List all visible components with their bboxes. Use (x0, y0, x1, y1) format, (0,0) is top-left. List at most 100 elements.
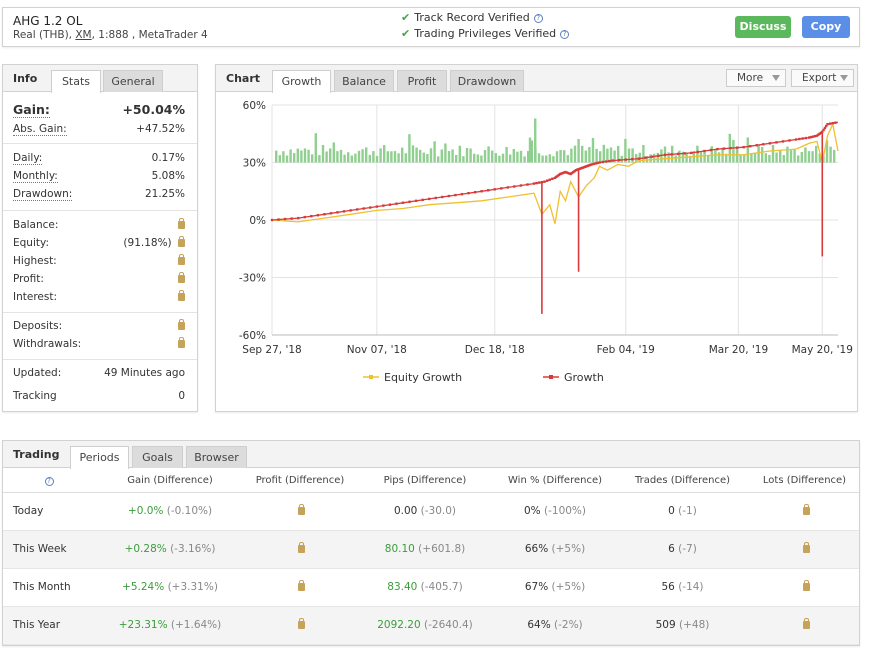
volume-bar (789, 150, 793, 163)
growth-point (559, 172, 562, 176)
growth-point (709, 148, 713, 152)
growth-point (513, 185, 516, 188)
divider (3, 143, 197, 144)
growth-point (690, 151, 693, 155)
volume-bar (689, 155, 692, 163)
growth-point (564, 170, 567, 174)
win-cell: 67% (+5%) (495, 568, 615, 607)
lock-icon (298, 580, 305, 591)
gain-value: +5.24% (122, 581, 165, 593)
volume-bar (332, 142, 335, 163)
tab-stats[interactable]: Stats (51, 70, 101, 93)
y-tick-label: 30% (243, 158, 266, 170)
gain-diff: (-3.16%) (170, 543, 216, 555)
chart-legend[interactable]: Equity Growth Growth (363, 371, 604, 384)
volume-bar (415, 147, 418, 163)
growth-point (735, 146, 739, 149)
growth-point (519, 184, 523, 187)
gain-cell: +0.0% (-0.10%) (95, 492, 245, 531)
deposits-row: Deposits: (13, 319, 185, 336)
x-tick-label: Dec 18, '18 (465, 344, 525, 356)
volume-bar (339, 149, 343, 163)
export-dropdown[interactable]: Export (791, 69, 854, 87)
volume-bar (703, 151, 706, 163)
volume-bar (530, 140, 533, 163)
tab-goals[interactable]: Goals (132, 446, 183, 468)
more-dropdown[interactable]: More (726, 69, 786, 87)
growth-point (548, 178, 551, 181)
growth-line (271, 121, 839, 221)
volume-bar (624, 138, 627, 163)
growth-point (573, 169, 576, 173)
help-icon[interactable]: ? (44, 476, 54, 486)
updated-value: 49 Minutes ago (104, 367, 185, 379)
updated-row: Updated: 49 Minutes ago (13, 367, 185, 383)
tab-drawdown[interactable]: Drawdown (450, 70, 524, 92)
help-icon[interactable]: ? (533, 14, 543, 23)
daily-label: Daily: (13, 152, 43, 165)
win-diff: (-100%) (544, 505, 586, 517)
volume-bar (411, 145, 415, 163)
tab-profit[interactable]: Profit (397, 70, 447, 92)
daily-row: Daily: 0.17% (13, 152, 185, 168)
growth-point (590, 163, 593, 166)
volume-bar (462, 156, 465, 163)
pips-diff: (-30.0) (420, 505, 457, 517)
volume-bar (797, 155, 800, 163)
pips-cell: 0.00 (-30.0) (355, 492, 495, 531)
volume-bar (325, 151, 328, 163)
volume-bar (347, 152, 350, 163)
tab-general[interactable]: General (103, 70, 163, 92)
info-panel: Info Stats General Gain: +50.04% Abs. Ga… (2, 64, 198, 412)
volume-bar (386, 151, 389, 163)
info-title: Info (13, 72, 38, 85)
growth-point (316, 214, 320, 217)
growth-point (807, 136, 811, 139)
help-icon[interactable]: ? (560, 30, 570, 39)
pips-diff: (-405.7) (420, 581, 463, 593)
growth-point (369, 206, 372, 209)
growth-point (500, 187, 503, 190)
growth-point (560, 172, 563, 175)
gain-value: +23.31% (118, 619, 168, 631)
legend-equity-marker (369, 375, 373, 379)
table-header-row: ? Gain (Difference) Profit (Difference) … (3, 469, 859, 493)
volume-bar (397, 153, 400, 163)
volume-bar (725, 153, 728, 163)
growth-point (716, 147, 719, 151)
tab-balance[interactable]: Balance (334, 70, 394, 92)
equity-row: Equity: (91.18%) (13, 236, 185, 253)
growth-point (809, 135, 813, 139)
chart-panel: Chart Growth Balance Profit Drawdown Mor… (215, 64, 858, 412)
growth-chart[interactable]: 60% 30% 0% -30% -60% Sep 27, '18 Nov 07, '18 D… (216, 93, 857, 411)
tab-growth[interactable]: Growth (272, 70, 331, 93)
volume-bar (577, 138, 580, 163)
gain-cell: +23.31% (+1.64%) (95, 606, 245, 645)
growth-point (572, 170, 575, 174)
growth-point (828, 122, 832, 125)
export-label: Export (802, 72, 837, 84)
volume-bar (437, 156, 440, 163)
volume-bar (811, 151, 814, 163)
discuss-button[interactable]: Discuss (735, 16, 791, 38)
growth-point (535, 181, 538, 185)
growth-point (589, 163, 592, 167)
volume-bar (602, 144, 605, 163)
chart-tabbar: Chart Growth Balance Profit Drawdown Mor… (216, 65, 857, 93)
volume-bar (527, 151, 530, 163)
volume-bar (354, 153, 357, 163)
growth-point (762, 143, 765, 146)
broker-link[interactable]: XM (75, 29, 92, 41)
copy-button[interactable]: Copy (802, 16, 850, 38)
volume-bar (365, 147, 368, 163)
tab-browser[interactable]: Browser (186, 446, 247, 468)
chevron-down-icon (840, 75, 848, 81)
gain-diff: (+3.31%) (167, 581, 218, 593)
growth-point (794, 138, 798, 141)
volume-bar (321, 145, 325, 163)
legend-equity-label: Equity Growth (384, 371, 462, 384)
table-row: Today +0.0% (-0.10%) 0.00 (-30.0) 0% (-100%… (3, 492, 859, 531)
growth-point (818, 132, 821, 135)
volume-bar (606, 148, 609, 163)
tab-periods[interactable]: Periods (70, 446, 129, 469)
